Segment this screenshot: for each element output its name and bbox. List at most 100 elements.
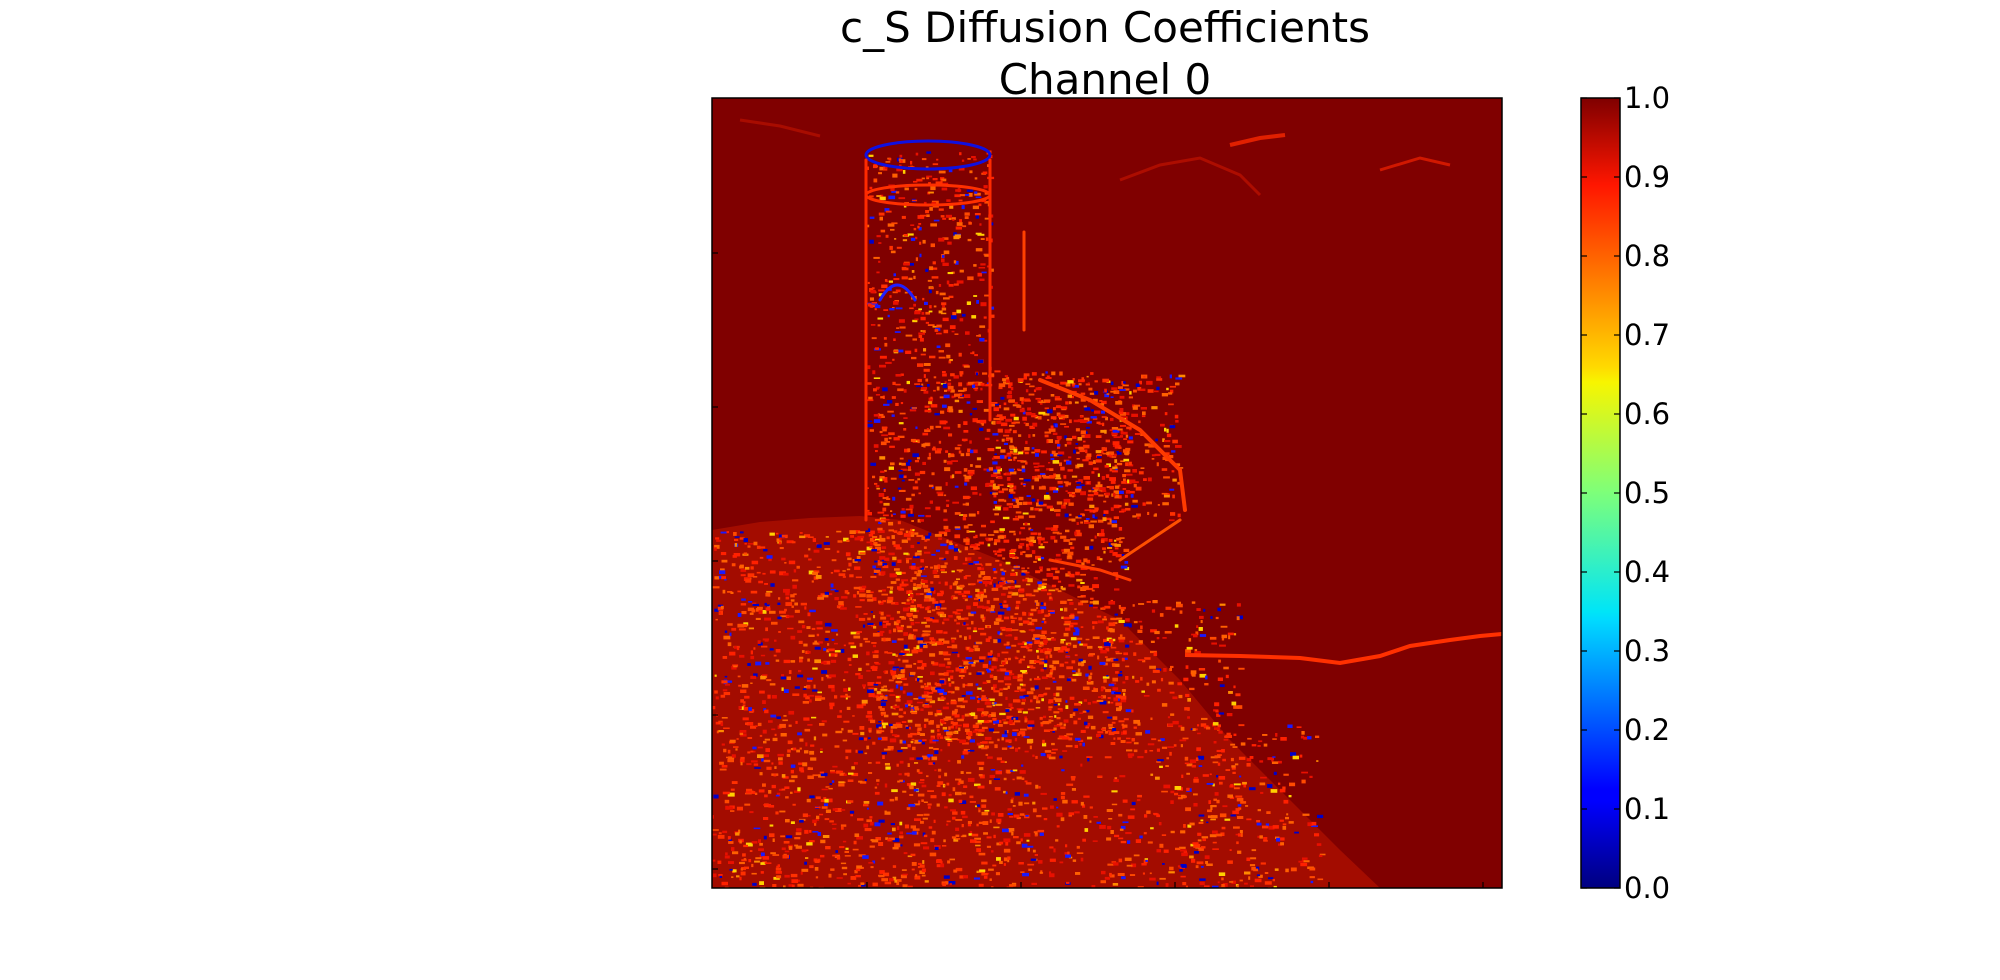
speckle-pixel	[994, 552, 998, 556]
speckle-pixel	[799, 659, 803, 663]
speckle-pixel	[828, 653, 832, 657]
speckle-pixel	[1043, 667, 1047, 670]
speckle-pixel	[925, 268, 929, 272]
speckle-pixel	[876, 487, 880, 490]
speckle-pixel	[1042, 578, 1048, 581]
speckle-pixel	[1127, 450, 1130, 455]
speckle-pixel	[814, 822, 817, 826]
speckle-pixel	[763, 804, 767, 806]
speckle-pixel	[884, 881, 892, 885]
speckle-pixel	[804, 534, 811, 538]
speckle-pixel	[1087, 497, 1094, 501]
speckle-pixel	[838, 601, 844, 605]
speckle-pixel	[1040, 602, 1044, 605]
speckle-pixel	[1037, 587, 1045, 591]
speckle-pixel	[932, 267, 938, 270]
speckle-pixel	[918, 334, 923, 338]
speckle-pixel	[790, 599, 795, 602]
speckle-pixel	[790, 764, 796, 768]
speckle-pixel	[949, 883, 952, 886]
speckle-pixel	[965, 575, 971, 577]
speckle-pixel	[1040, 870, 1043, 873]
speckle-pixel	[721, 559, 728, 563]
speckle-pixel	[977, 359, 984, 364]
speckle-pixel	[1043, 541, 1049, 544]
speckle-pixel	[777, 753, 784, 757]
speckle-pixel	[740, 689, 747, 693]
speckle-pixel	[1009, 553, 1015, 558]
speckle-pixel	[1196, 625, 1199, 628]
speckle-pixel	[1010, 491, 1016, 494]
speckle-pixel	[1130, 808, 1136, 811]
speckle-pixel	[897, 521, 901, 525]
speckle-pixel	[869, 845, 875, 848]
speckle-pixel	[1053, 525, 1059, 528]
speckle-pixel	[1072, 712, 1076, 716]
speckle-pixel	[1204, 683, 1209, 686]
speckle-pixel	[1111, 431, 1118, 436]
speckle-pixel	[1060, 639, 1066, 641]
speckle-pixel	[993, 456, 1001, 459]
speckle-pixel	[1078, 479, 1083, 483]
speckle-pixel	[968, 473, 973, 476]
speckle-pixel	[1230, 757, 1234, 762]
speckle-pixel	[992, 684, 997, 689]
speckle-pixel	[978, 541, 984, 545]
speckle-pixel	[809, 750, 815, 755]
speckle-pixel	[1233, 685, 1236, 689]
speckle-pixel	[1053, 697, 1056, 701]
speckle-pixel	[1128, 464, 1134, 467]
speckle-pixel	[1108, 818, 1113, 820]
speckle-pixel	[1095, 509, 1098, 512]
speckle-pixel	[988, 714, 991, 718]
speckle-pixel	[834, 642, 838, 645]
speckle-pixel	[923, 390, 929, 394]
speckle-pixel	[1123, 718, 1129, 721]
speckle-pixel	[814, 859, 820, 863]
speckle-pixel	[870, 537, 876, 542]
speckle-pixel	[751, 790, 754, 793]
speckle-pixel	[1102, 422, 1105, 427]
speckle-pixel	[1309, 867, 1316, 871]
speckle-pixel	[1112, 658, 1119, 661]
speckle-pixel	[966, 736, 971, 739]
speckle-pixel	[895, 625, 900, 628]
speckle-pixel	[718, 611, 721, 614]
speckle-pixel	[730, 810, 735, 812]
speckle-pixel	[924, 405, 930, 408]
speckle-pixel	[1022, 620, 1030, 624]
speckle-pixel	[988, 698, 995, 701]
speckle-pixel	[1034, 453, 1039, 457]
speckle-pixel	[764, 709, 769, 714]
speckle-pixel	[1092, 584, 1099, 589]
speckle-pixel	[938, 537, 942, 540]
speckle-pixel	[895, 602, 899, 605]
speckle-pixel	[856, 631, 862, 633]
speckle-pixel	[1029, 539, 1036, 543]
speckle-pixel	[877, 801, 884, 806]
speckle-pixel	[784, 874, 790, 878]
speckle-pixel	[943, 658, 950, 661]
speckle-pixel	[900, 624, 904, 627]
speckle-pixel	[955, 189, 962, 192]
speckle-pixel	[1077, 668, 1081, 673]
speckle-pixel	[1256, 820, 1261, 823]
speckle-pixel	[961, 755, 965, 759]
speckle-pixel	[868, 687, 875, 692]
speckle-pixel	[1159, 613, 1164, 617]
speckle-pixel	[824, 798, 829, 803]
speckle-pixel	[1110, 507, 1114, 511]
speckle-pixel	[758, 839, 761, 843]
speckle-pixel	[870, 575, 877, 578]
speckle-pixel	[943, 297, 950, 300]
speckle-pixel	[1114, 543, 1121, 547]
speckle-pixel	[1018, 660, 1022, 664]
speckle-pixel	[840, 648, 845, 653]
speckle-pixel	[1035, 784, 1039, 789]
speckle-pixel	[933, 819, 936, 823]
speckle-pixel	[1040, 753, 1046, 757]
speckle-pixel	[780, 733, 787, 737]
speckle-pixel	[759, 556, 764, 559]
speckle-pixel	[931, 688, 938, 693]
speckle-pixel	[1053, 727, 1057, 731]
